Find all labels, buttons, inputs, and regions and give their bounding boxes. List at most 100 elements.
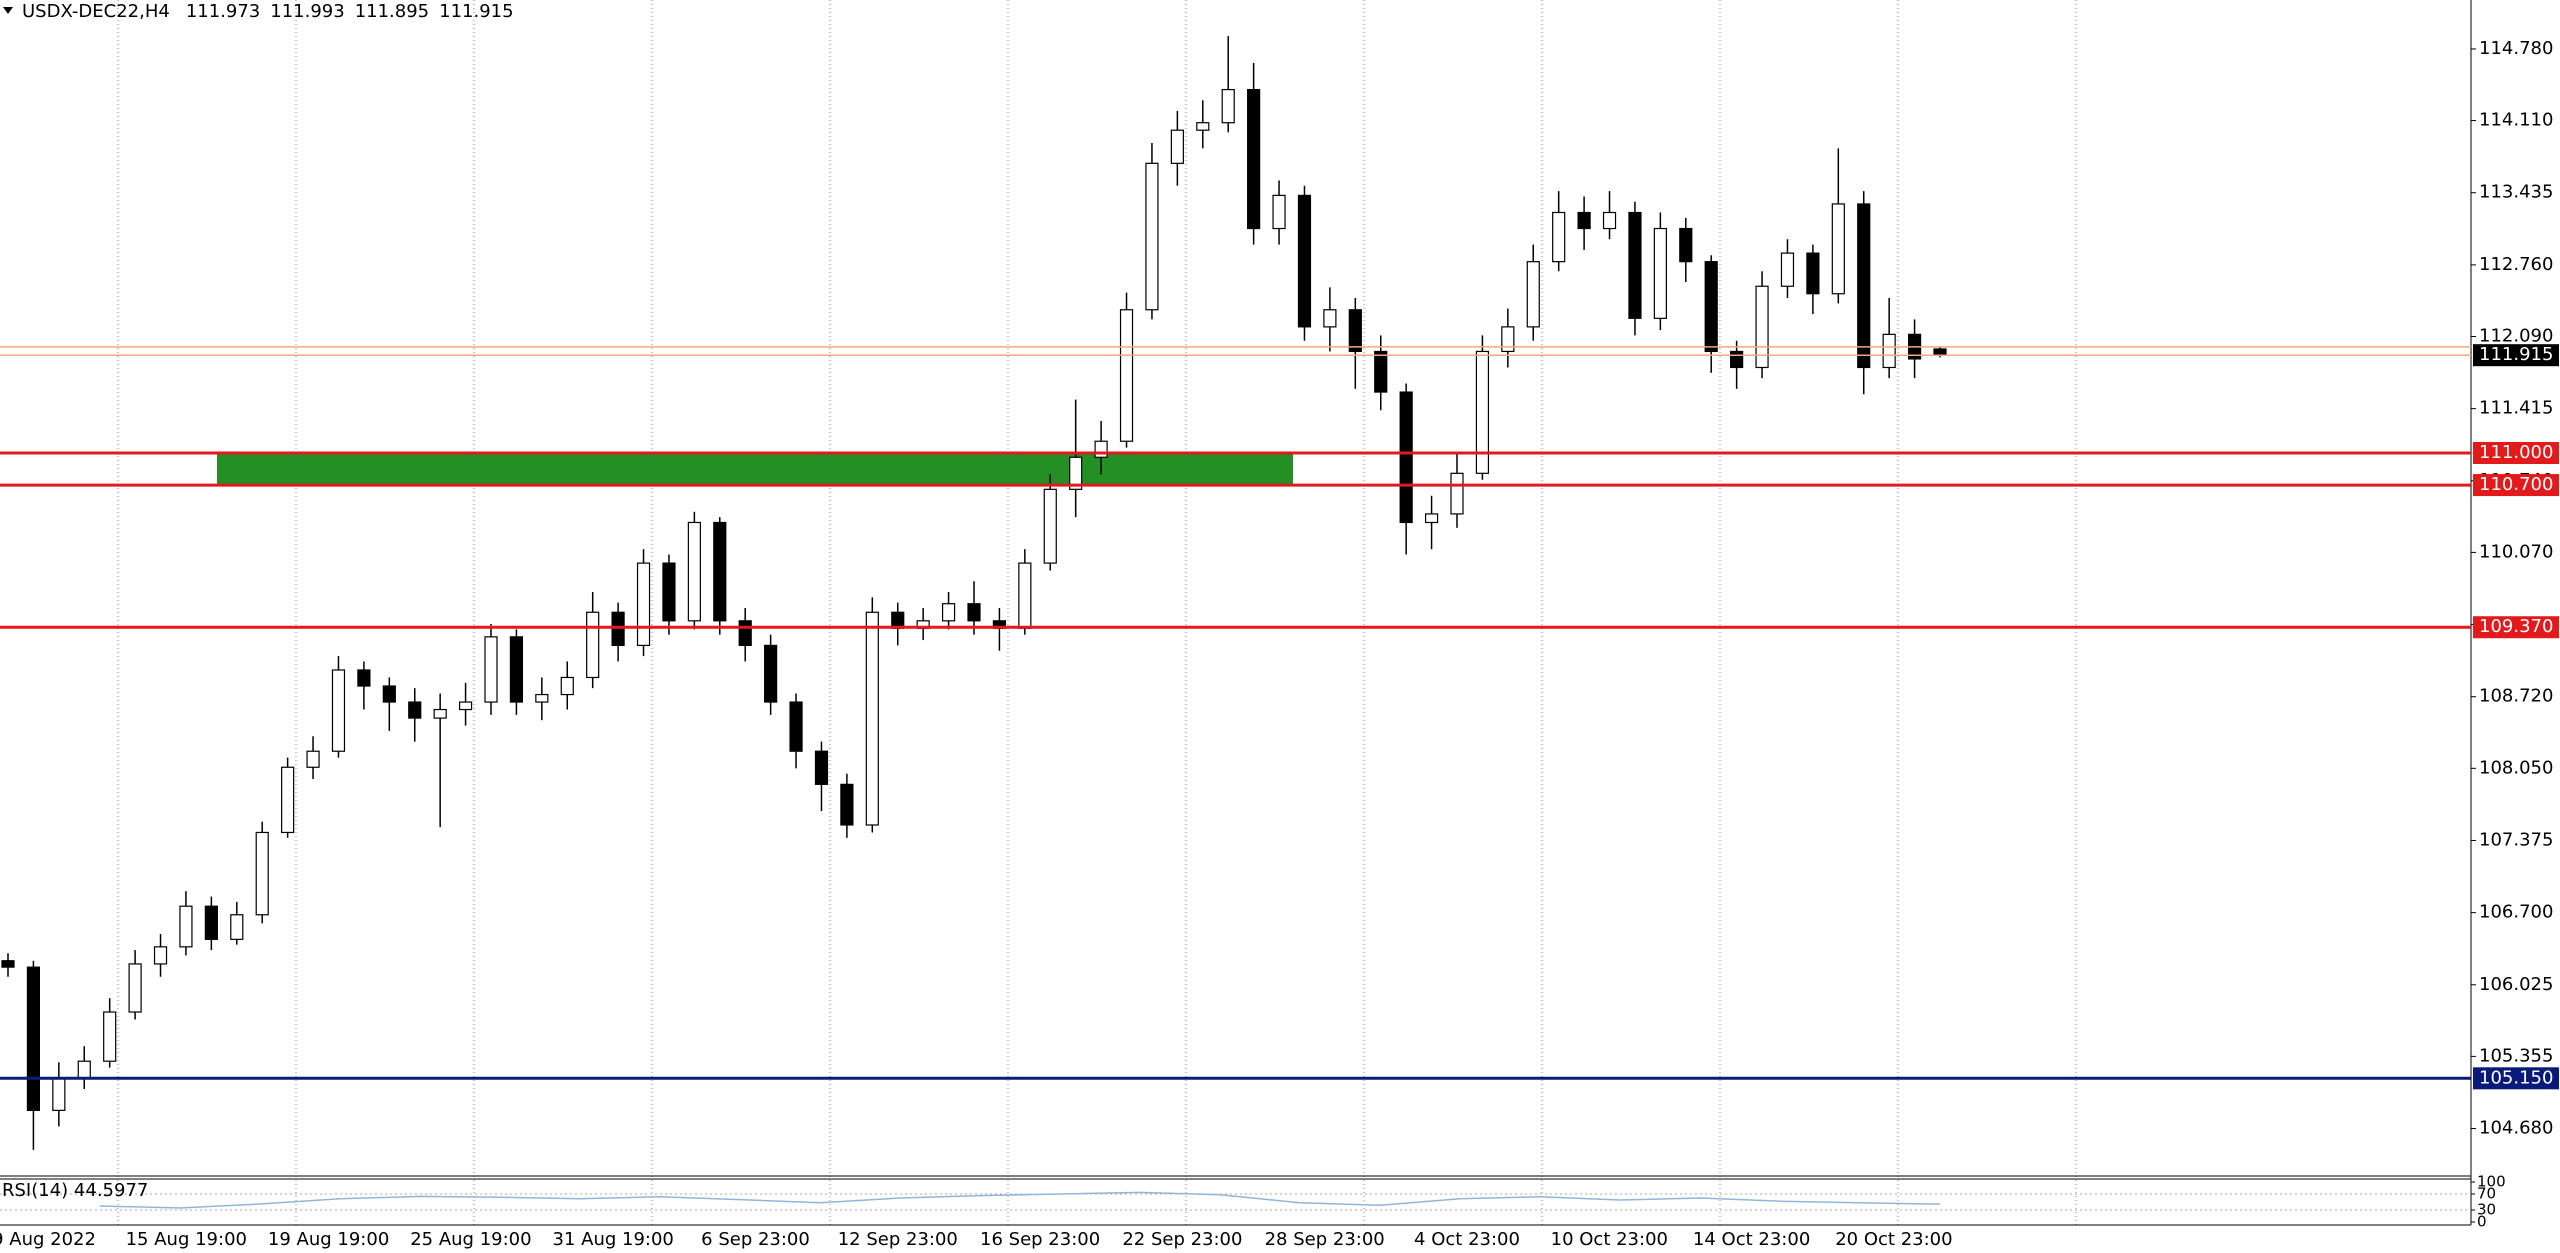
last-price-tag bbox=[2473, 344, 2559, 367]
candle-body bbox=[1069, 456, 1083, 490]
candle-body bbox=[967, 603, 981, 622]
header: USDX-DEC22,H4 111.973 111.993 111.895 111.91… bbox=[22, 1, 514, 22]
x-tick-label: 31 Aug 19:00 bbox=[553, 1229, 674, 1250]
candle-body bbox=[662, 562, 676, 622]
candle-body bbox=[1450, 472, 1464, 515]
y-tick-label: 104.680 bbox=[2479, 1118, 2553, 1139]
candle-body bbox=[1831, 203, 1845, 295]
y-tick-label: 110.070 bbox=[2479, 541, 2553, 562]
candle-body bbox=[153, 946, 168, 965]
candle-body bbox=[1628, 211, 1642, 319]
y-tick-label: 111.415 bbox=[2479, 398, 2553, 419]
candle-body bbox=[941, 603, 956, 622]
candle-body bbox=[179, 905, 193, 948]
indicator-tick-label: 100 bbox=[2477, 1173, 2506, 1191]
candle-body bbox=[789, 701, 803, 752]
indicator-tick-label: 30 bbox=[2477, 1201, 2496, 1219]
candle-body bbox=[1857, 203, 1871, 369]
candle-body bbox=[1730, 350, 1744, 369]
candle-body bbox=[814, 750, 829, 785]
y-tick-label: 113.435 bbox=[2479, 182, 2553, 203]
y-tick-label: 107.375 bbox=[2479, 829, 2553, 850]
candle-body bbox=[713, 521, 727, 622]
candle-body bbox=[509, 636, 524, 703]
x-tick-label: 28 Sep 23:00 bbox=[1265, 1229, 1385, 1250]
candle-body bbox=[840, 783, 854, 826]
x-tick-label: 19 Aug 19:00 bbox=[268, 1229, 389, 1250]
ohlc-value: 111.915 bbox=[439, 1, 513, 22]
level-label: 111.000 bbox=[2479, 442, 2553, 463]
x-tick-label: 15 Aug 19:00 bbox=[126, 1229, 247, 1250]
candle-body bbox=[52, 1077, 66, 1111]
candle-body bbox=[764, 644, 778, 703]
candle-body bbox=[306, 750, 320, 768]
level-tag bbox=[2473, 616, 2559, 639]
candle-body bbox=[1780, 252, 1795, 287]
candle-body bbox=[586, 611, 600, 679]
level-tag bbox=[2473, 1067, 2559, 1090]
indicator-tick-label: 0 bbox=[2477, 1213, 2487, 1231]
candle-body bbox=[77, 1060, 91, 1079]
candle-body bbox=[1806, 252, 1820, 295]
candle-body bbox=[535, 693, 549, 703]
x-tick-label: 6 Sep 23:00 bbox=[701, 1229, 810, 1250]
candle-body bbox=[738, 620, 752, 646]
menu-arrow bbox=[3, 7, 13, 14]
x-tick-label: 10 Oct 23:00 bbox=[1551, 1229, 1668, 1250]
y-tick-label: 106.025 bbox=[2479, 974, 2553, 995]
y-tick-label: 112.090 bbox=[2479, 325, 2553, 346]
candle-body bbox=[1501, 326, 1515, 353]
candle-body bbox=[128, 963, 142, 1013]
x-tick-label: 20 Oct 23:00 bbox=[1835, 1229, 1952, 1250]
candle-body bbox=[26, 966, 41, 1111]
candle-body bbox=[1475, 350, 1490, 474]
y-tick-label: 106.700 bbox=[2479, 902, 2553, 923]
candle-body bbox=[1704, 261, 1718, 353]
candle-body bbox=[1552, 211, 1566, 263]
x-tick-label: 14 Oct 23:00 bbox=[1693, 1229, 1810, 1250]
candle-body bbox=[382, 685, 396, 703]
ohlc-value: 111.895 bbox=[355, 1, 429, 22]
candle-body bbox=[1018, 562, 1032, 629]
y-tick-label: 114.780 bbox=[2479, 38, 2553, 59]
symbol: USDX-DEC22,H4 bbox=[22, 1, 170, 22]
candle-body bbox=[458, 701, 473, 711]
candle-body bbox=[1043, 488, 1057, 564]
candle-body bbox=[687, 521, 701, 622]
candle-body bbox=[865, 611, 879, 826]
y-tick-label: 114.110 bbox=[2479, 110, 2553, 131]
indicator-tick-label: 70 bbox=[2477, 1185, 2496, 1203]
candle-body bbox=[611, 611, 625, 646]
candle-body bbox=[1679, 227, 1693, 263]
candle-body bbox=[1348, 309, 1362, 353]
x-tick-label: 16 Sep 23:00 bbox=[980, 1229, 1100, 1250]
level-label: 109.370 bbox=[2479, 616, 2553, 637]
y-tick-label: 105.355 bbox=[2479, 1045, 2553, 1066]
zone bbox=[217, 452, 1293, 486]
candle-body bbox=[1170, 129, 1184, 164]
last-price-label: 111.915 bbox=[2479, 344, 2553, 365]
candle-body bbox=[331, 669, 346, 752]
candle-body bbox=[1653, 227, 1667, 319]
candle-body bbox=[1424, 513, 1439, 524]
candle-body bbox=[1374, 350, 1388, 393]
y-tick-label: 112.760 bbox=[2479, 254, 2553, 275]
candle-body bbox=[1933, 348, 1947, 356]
candle-body bbox=[1221, 88, 1235, 124]
x-tick-label: 25 Aug 19:00 bbox=[410, 1229, 531, 1250]
candle-body bbox=[281, 766, 295, 834]
candle-body bbox=[1526, 261, 1540, 328]
candle-body bbox=[1882, 333, 1896, 369]
candle-body bbox=[1602, 211, 1617, 230]
x-tick-label: 12 Sep 23:00 bbox=[838, 1229, 958, 1250]
y-tick-label: 108.050 bbox=[2479, 757, 2553, 778]
candle-body bbox=[560, 676, 574, 696]
level-tag bbox=[2473, 474, 2559, 497]
candle-body bbox=[1119, 309, 1134, 442]
x-tick-label: 4 Oct 23:00 bbox=[1414, 1229, 1520, 1250]
ohlc-value: 111.993 bbox=[270, 1, 344, 22]
candle-body bbox=[1094, 440, 1108, 458]
candle-body bbox=[1297, 194, 1312, 328]
